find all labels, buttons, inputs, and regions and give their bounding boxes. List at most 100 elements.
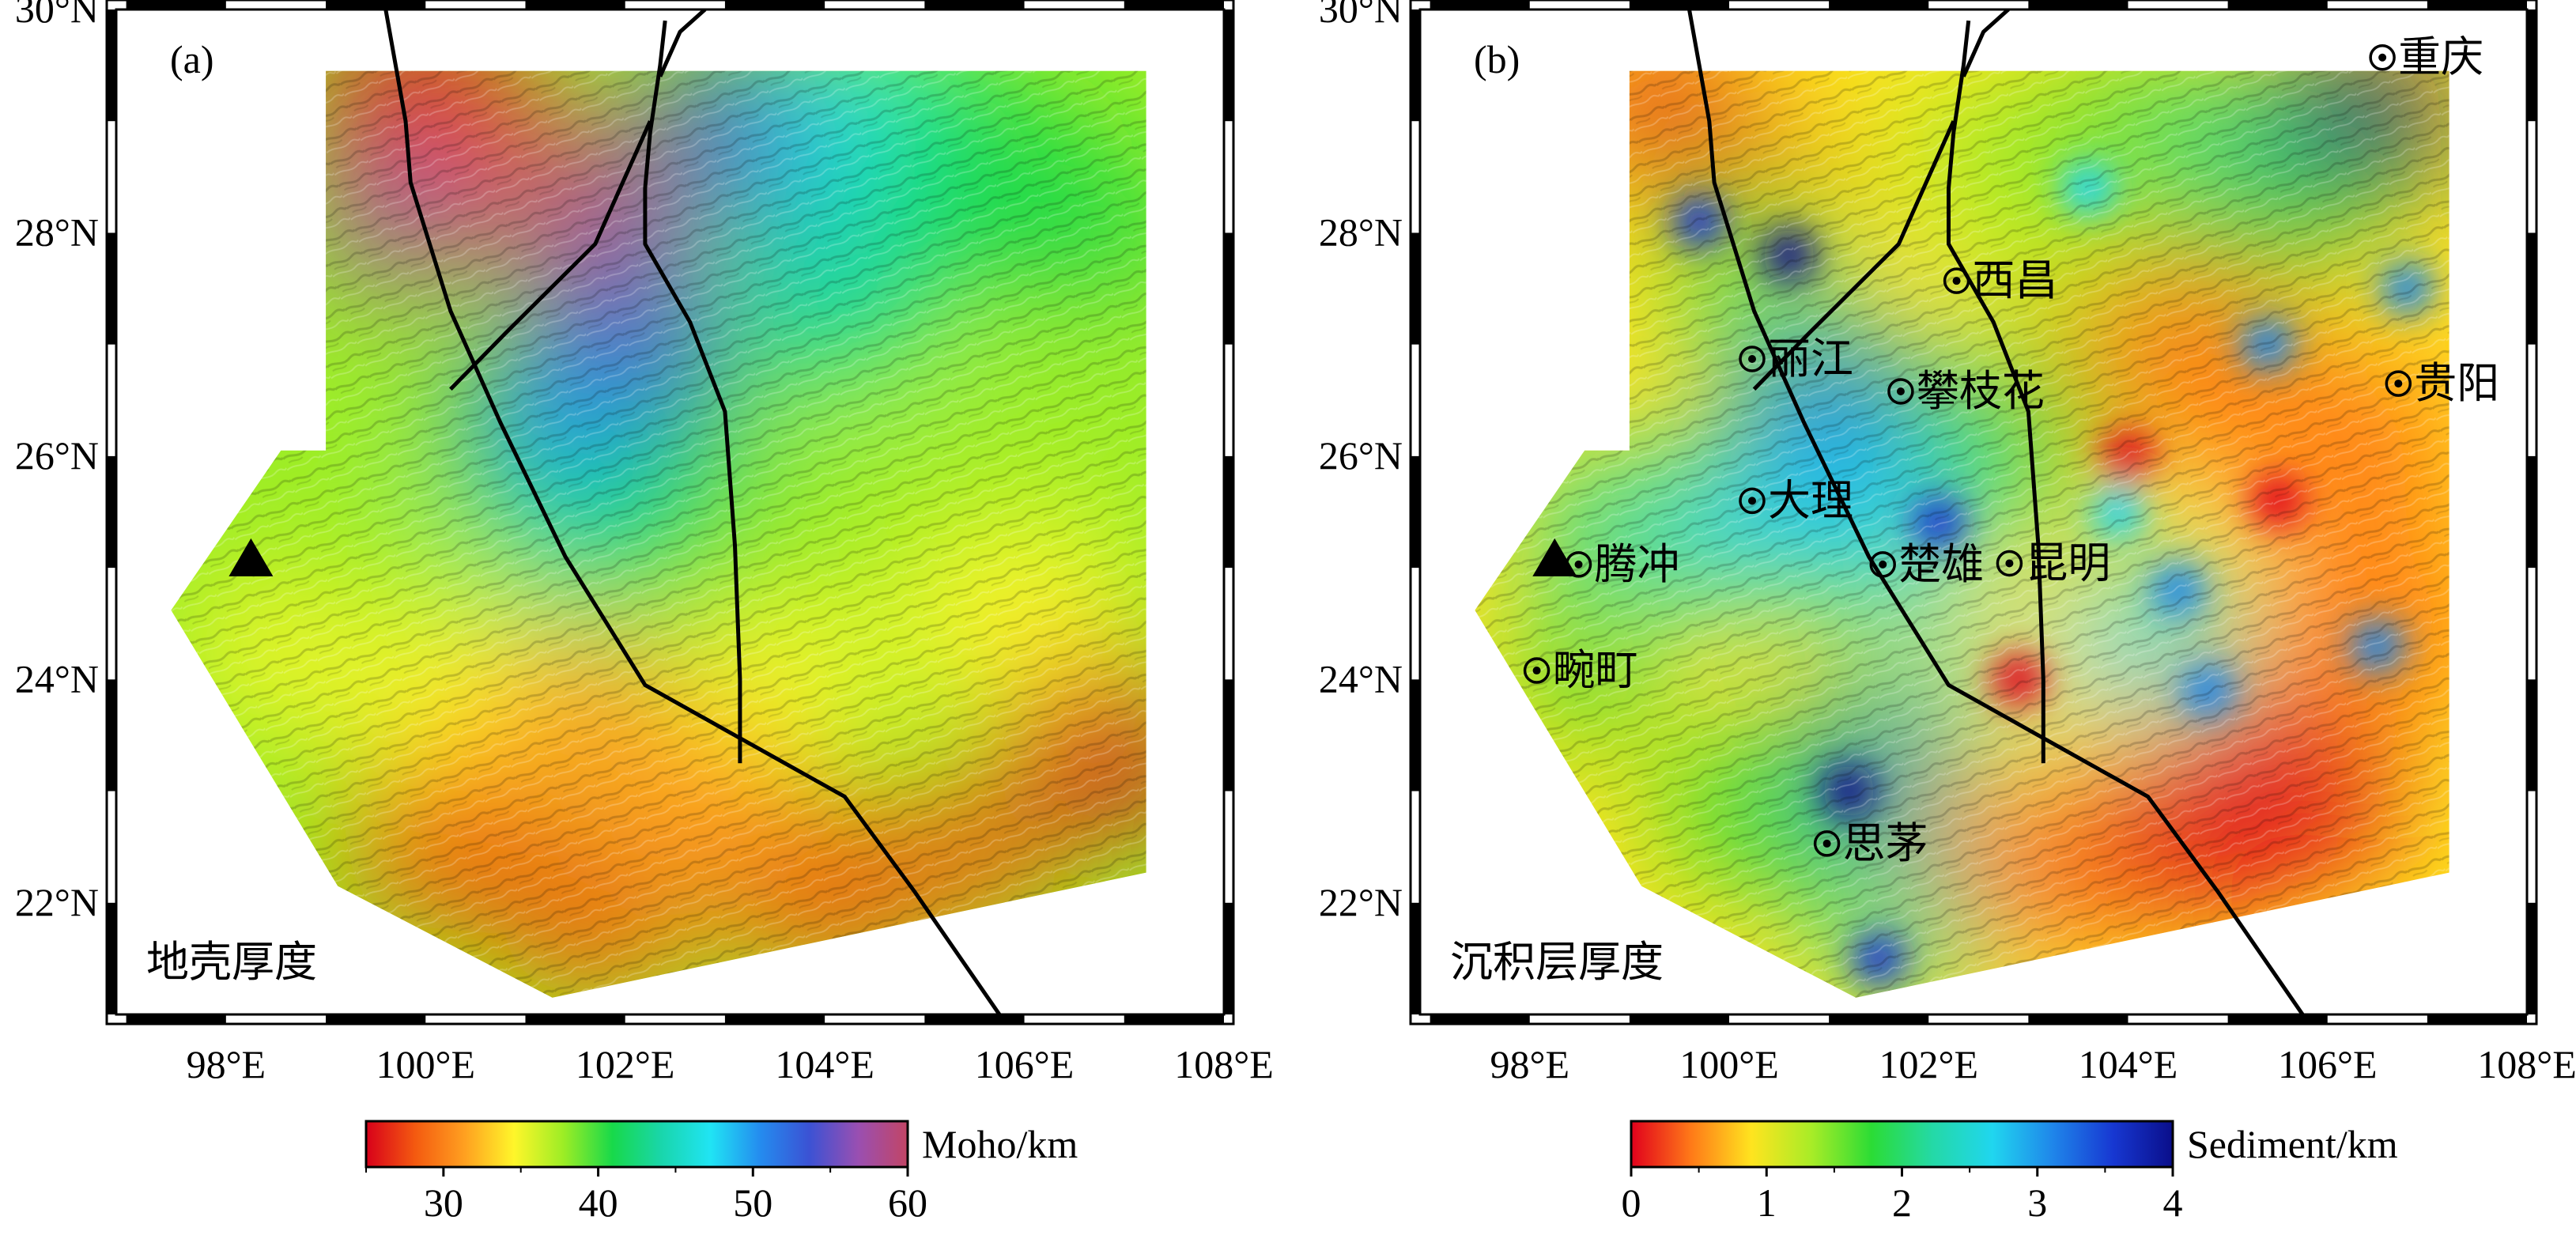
longitude-label: 100°E: [376, 1042, 475, 1086]
frame-tick: [2527, 679, 2536, 791]
frame-tick: [1411, 902, 1420, 1014]
longitude-labels: 98°E 100°E 102°E 104°E 106°E 108°E: [1490, 1042, 2576, 1086]
colorbar-gradient: [1630, 1120, 2174, 1169]
frame-tick: [126, 0, 226, 9]
latitude-label: 24°N: [1319, 656, 1403, 701]
frame-tick: [2028, 0, 2128, 9]
frame-tick: [1224, 232, 1233, 345]
city-dot: [1952, 277, 1961, 285]
longitude-label: 108°E: [2477, 1042, 2576, 1086]
panel-a-crust-thickness: 30°N 28°N 26°N 24°N 22°N 98°E 100°E 102°E 104°E…: [15, 0, 1274, 1225]
city-name: 昆明: [2025, 539, 2110, 587]
city-name: 楚雄: [1898, 541, 1984, 588]
longitude-labels: 98°E 100°E 102°E 104°E 106°E 108°E: [187, 1042, 1274, 1086]
longitude-label: 98°E: [187, 1042, 266, 1086]
frame-tick: [326, 1014, 426, 1024]
colorbar-tick-label: 50: [733, 1180, 772, 1225]
city-name: 重庆: [2398, 34, 2483, 81]
frame-tick: [107, 679, 116, 791]
city-ring: [1996, 550, 2023, 577]
city-marker: 丽江: [1739, 335, 1853, 383]
fault-lines: [383, 9, 1002, 1014]
city-name: 丽江: [1768, 335, 1853, 383]
city-dot: [1748, 355, 1756, 364]
city-ring: [2385, 370, 2412, 397]
city-ring: [1887, 378, 1914, 405]
longitude-label: 106°E: [975, 1042, 1075, 1086]
colorbar-tick-label: 4: [2163, 1180, 2183, 1225]
colorbar-label: Sediment/km: [2187, 1122, 2398, 1166]
city-dot: [1896, 387, 1905, 395]
colorbar-gradient: [364, 1120, 909, 1169]
city-marker: 昆明: [1996, 539, 2110, 587]
city-name: 畹町: [1553, 647, 1638, 694]
frame-tick: [1411, 455, 1420, 569]
frame-tick: [1124, 1014, 1224, 1024]
frame-tick: [724, 0, 825, 9]
city-ring: [1943, 267, 1970, 294]
latitude-label: 30°N: [15, 0, 99, 31]
frame-tick: [525, 0, 625, 9]
station-marker: [229, 538, 274, 576]
frame-tick: [2427, 0, 2527, 9]
longitude-label: 104°E: [775, 1042, 874, 1086]
colorbar-tick-label: 2: [1892, 1180, 1912, 1225]
longitude-label: 102°E: [576, 1042, 675, 1086]
latitude-label: 22°N: [15, 880, 99, 924]
frame-tick: [1224, 455, 1233, 569]
fault-line: [1687, 9, 2305, 1014]
frame-tick: [1829, 1014, 1929, 1024]
fault-line: [1752, 120, 1956, 391]
city-name: 大理: [1768, 477, 1853, 524]
city-name: 西昌: [1973, 257, 2058, 304]
frame-tick: [525, 1014, 625, 1024]
station-triangle: [229, 538, 274, 576]
frame-tick: [2527, 9, 2536, 122]
latitude-label: 28°N: [15, 210, 99, 254]
city-marker: 西昌: [1943, 257, 2058, 304]
latitude-label: 30°N: [1319, 0, 1403, 31]
fault-line: [1962, 9, 2010, 77]
city-dot: [2394, 380, 2403, 388]
frame-tick: [2227, 1014, 2328, 1024]
city-ring: [1869, 551, 1896, 578]
relief-shading: [171, 70, 1146, 998]
fault-line: [383, 9, 1002, 1014]
fault-line: [658, 9, 707, 77]
panel-title: 沉积层厚度: [1450, 939, 1664, 986]
longitude-label: 102°E: [1879, 1042, 1978, 1086]
city-dot: [1822, 839, 1831, 848]
colorbar-tick-label: 3: [2027, 1180, 2047, 1225]
colorbar-label: Moho/km: [922, 1122, 1078, 1166]
city-marker: 攀枝花: [1887, 368, 2045, 415]
latitude-labels: 30°N 28°N 26°N 24°N 22°N: [15, 0, 99, 924]
frame-tick: [1411, 9, 1420, 122]
longitude-label: 104°E: [2079, 1042, 2178, 1086]
frame-tick: [2527, 455, 2536, 569]
city-ring: [1739, 346, 1766, 372]
frame-tick: [1124, 0, 1224, 9]
latitude-label: 26°N: [15, 433, 99, 478]
city-dot: [2378, 53, 2387, 62]
moho-surface: [171, 70, 1146, 998]
latitude-label: 24°N: [15, 656, 99, 701]
city-ring: [1813, 830, 1841, 857]
frame-tick: [326, 0, 426, 9]
frame-tick: [1829, 0, 1929, 9]
city-ring: [2369, 43, 2396, 71]
city-dot: [1879, 560, 1887, 569]
fault-line: [449, 120, 652, 391]
city-dot: [1574, 560, 1583, 569]
panel-tag: (a): [170, 37, 214, 81]
frame-tick: [924, 1014, 1025, 1024]
city-marker: 楚雄: [1869, 541, 1984, 588]
city-name: 贵阳: [2414, 360, 2499, 407]
frame-tick: [1224, 902, 1233, 1014]
city-name: 攀枝花: [1917, 368, 2045, 415]
panel-title: 地壳厚度: [146, 939, 317, 986]
frame-tick: [924, 0, 1025, 9]
frame-tick: [1224, 679, 1233, 791]
colorbar-tick-label: 1: [1757, 1180, 1777, 1225]
